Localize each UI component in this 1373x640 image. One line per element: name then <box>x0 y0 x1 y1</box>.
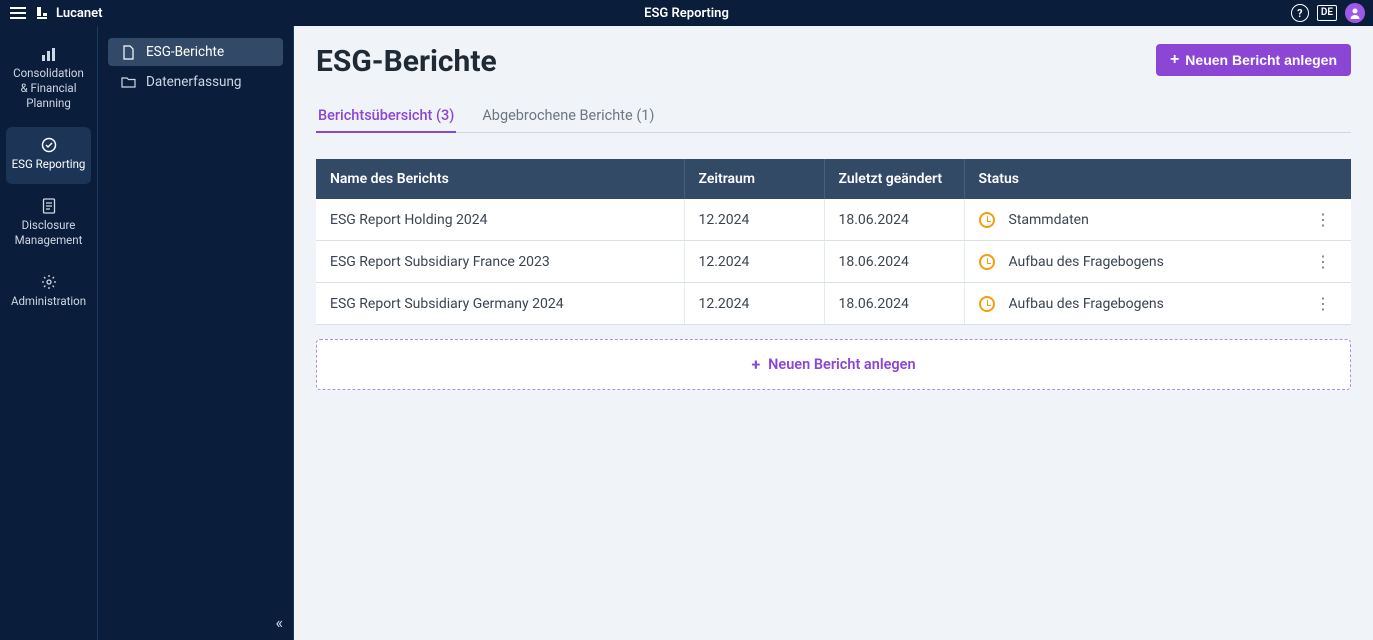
cell-period: 12.2024 <box>684 241 824 283</box>
language-badge[interactable]: DE <box>1317 5 1337 21</box>
cell-modified: 18.06.2024 <box>824 199 964 241</box>
nav-label: ESG Reporting <box>12 157 86 171</box>
chart-bar-icon <box>10 48 87 62</box>
tab-count: (1) <box>636 107 654 124</box>
nav-item-esg[interactable]: ESG Reporting <box>6 127 91 184</box>
table-row[interactable]: ESG Report Holding 202412.202418.06.2024… <box>316 199 1351 241</box>
row-menu-icon[interactable]: ⋮ <box>1309 294 1337 313</box>
tabs: Berichtsübersicht (3) Abgebrochene Beric… <box>316 101 1351 133</box>
hamburger-icon[interactable] <box>8 3 28 23</box>
table-header-row: Name des Berichts Zeitraum Zuletzt geänd… <box>316 159 1351 199</box>
document-icon <box>10 198 87 214</box>
cell-period: 12.2024 <box>684 283 824 325</box>
plus-icon: + <box>1170 52 1179 68</box>
clock-icon <box>979 212 995 228</box>
reports-table: Name des Berichts Zeitraum Zuletzt geänd… <box>316 159 1351 325</box>
col-header-modified[interactable]: Zuletzt geändert <box>824 159 964 199</box>
row-menu-icon[interactable]: ⋮ <box>1309 210 1337 229</box>
cell-name: ESG Report Holding 2024 <box>316 199 684 241</box>
user-avatar[interactable] <box>1345 3 1365 23</box>
cell-period: 12.2024 <box>684 199 824 241</box>
secondary-nav: ESG-Berichte Datenerfassung « <box>98 26 294 640</box>
new-report-button[interactable]: + Neuen Bericht anlegen <box>1156 44 1351 76</box>
help-icon[interactable]: ? <box>1291 4 1309 22</box>
brand-logo-icon <box>34 5 50 21</box>
tab-label: Berichtsübersicht <box>318 107 432 124</box>
check-circle-icon <box>10 137 87 153</box>
primary-nav: Consolidation & Financial Planning ESG R… <box>0 26 98 640</box>
cell-name: ESG Report Subsidiary France 2023 <box>316 241 684 283</box>
main-content: ESG-Berichte + Neuen Bericht anlegen Ber… <box>294 26 1373 640</box>
nav-item-disclosure[interactable]: Disclosure Management <box>6 188 91 260</box>
topbar: Lucanet ESG Reporting ? DE <box>0 0 1373 26</box>
gear-icon <box>10 274 87 290</box>
status-text: Aufbau des Fragebogens <box>1009 254 1164 270</box>
col-header-name[interactable]: Name des Berichts <box>316 159 684 199</box>
table-row[interactable]: ESG Report Subsidiary Germany 202412.202… <box>316 283 1351 325</box>
clock-icon <box>979 296 995 312</box>
nav-item-consolidation[interactable]: Consolidation & Financial Planning <box>6 38 91 123</box>
subnav-item-data[interactable]: Datenerfassung <box>108 68 283 96</box>
new-report-inline-label: Neuen Bericht anlegen <box>768 356 915 373</box>
nav-label: Administration <box>11 294 86 308</box>
cell-status: Aufbau des Fragebogens ⋮ <box>964 241 1351 283</box>
col-header-status[interactable]: Status <box>964 159 1351 199</box>
nav-label: Disclosure Management <box>15 218 83 247</box>
tab-aborted[interactable]: Abgebrochene Berichte (1) <box>480 101 656 132</box>
cell-modified: 18.06.2024 <box>824 283 964 325</box>
tab-count: (3) <box>436 107 454 124</box>
page-title: ESG-Berichte <box>316 44 497 79</box>
tab-overview[interactable]: Berichtsübersicht (3) <box>316 101 456 132</box>
table-row[interactable]: ESG Report Subsidiary France 202312.2024… <box>316 241 1351 283</box>
subnav-label: ESG-Berichte <box>146 44 224 60</box>
subnav-label: Datenerfassung <box>146 74 242 90</box>
status-text: Aufbau des Fragebogens <box>1009 296 1164 312</box>
col-header-period[interactable]: Zeitraum <box>684 159 824 199</box>
brand[interactable]: Lucanet <box>34 5 103 21</box>
collapse-icon[interactable]: « <box>275 613 283 632</box>
new-report-inline-button[interactable]: + Neuen Bericht anlegen <box>316 339 1351 390</box>
subnav-item-reports[interactable]: ESG-Berichte <box>108 38 283 66</box>
cell-modified: 18.06.2024 <box>824 241 964 283</box>
file-icon <box>120 45 136 60</box>
nav-label: Consolidation & Financial Planning <box>13 66 84 110</box>
app-title: ESG Reporting <box>644 6 729 21</box>
clock-icon <box>979 254 995 270</box>
status-text: Stammdaten <box>1009 212 1089 228</box>
row-menu-icon[interactable]: ⋮ <box>1309 252 1337 271</box>
brand-name: Lucanet <box>56 6 103 21</box>
cell-status: Stammdaten ⋮ <box>964 199 1351 241</box>
new-report-button-label: Neuen Bericht anlegen <box>1185 52 1337 68</box>
cell-name: ESG Report Subsidiary Germany 2024 <box>316 283 684 325</box>
cell-status: Aufbau des Fragebogens ⋮ <box>964 283 1351 325</box>
nav-item-administration[interactable]: Administration <box>6 264 91 321</box>
folder-icon <box>120 76 136 88</box>
tab-label: Abgebrochene Berichte <box>482 107 632 124</box>
plus-icon: + <box>751 357 760 373</box>
